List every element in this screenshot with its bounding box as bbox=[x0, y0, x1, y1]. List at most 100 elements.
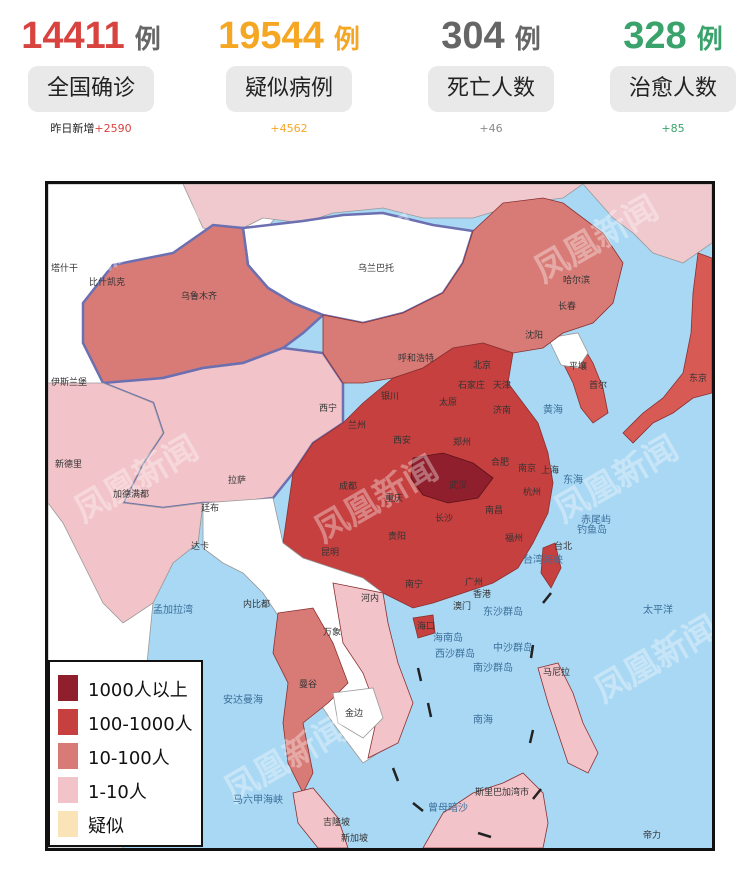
vietnam bbox=[332, 582, 414, 759]
deaths-number: 304 bbox=[441, 15, 505, 57]
city-label: 内比都 bbox=[243, 598, 270, 610]
legend-swatch bbox=[58, 811, 78, 837]
legend-label: 10-100人 bbox=[88, 748, 170, 769]
stat-card-confirmed: 14411 例 全国确诊 昨日新增+2590 bbox=[16, 14, 166, 136]
city-label: 太原 bbox=[439, 396, 457, 408]
thailand bbox=[272, 607, 349, 794]
legend-swatch bbox=[58, 743, 78, 769]
stat-card-deaths: 304 例 死亡人数 +46 bbox=[416, 14, 566, 136]
hubei-province[interactable] bbox=[410, 452, 494, 504]
city-label: 香港 bbox=[473, 588, 491, 600]
stat-card-suspected: 19544 例 疑似病例 +4562 bbox=[214, 14, 364, 136]
foreign-land-far-east bbox=[582, 184, 712, 264]
city-label: 万象 bbox=[323, 626, 341, 638]
deaths-unit: 例 bbox=[514, 25, 541, 55]
city-label: 加德满都 bbox=[113, 488, 149, 500]
legend-label: 疑似 bbox=[88, 816, 124, 837]
city-label: 帝力 bbox=[643, 829, 661, 841]
city-label: 斯里巴加湾市 bbox=[475, 786, 529, 798]
suspected-sub-value: +4562 bbox=[270, 122, 308, 135]
sea-label: 曾母暗沙 bbox=[428, 801, 468, 814]
sea-label: 黄海 bbox=[543, 403, 563, 416]
city-label: 西安 bbox=[393, 434, 411, 446]
city-label: 郑州 bbox=[453, 436, 471, 448]
city-label: 乌鲁木齐 bbox=[181, 290, 217, 302]
city-label: 首尔 bbox=[589, 379, 607, 391]
japan bbox=[622, 252, 712, 444]
sea-label: 马六甲海峡 bbox=[233, 793, 283, 806]
sea-label: 南沙群岛 bbox=[473, 661, 513, 674]
city-label: 比什凯克 bbox=[89, 276, 125, 288]
confirmed-sub-value: +2590 bbox=[94, 122, 132, 135]
nine-dash-line bbox=[391, 592, 552, 839]
city-label: 北京 bbox=[473, 359, 491, 371]
sea-label: 安达曼海 bbox=[223, 693, 263, 706]
city-label: 吉隆坡 bbox=[323, 816, 350, 828]
city-label: 台北 bbox=[554, 540, 572, 552]
north-korea bbox=[547, 332, 589, 369]
city-label: 平壤 bbox=[569, 360, 587, 372]
city-label: 廷布 bbox=[201, 502, 219, 514]
legend-label: 1-10人 bbox=[88, 782, 147, 803]
city-label: 海口 bbox=[417, 620, 435, 632]
china-north bbox=[322, 197, 624, 384]
city-label: 重庆 bbox=[385, 492, 403, 504]
city-label: 金边 bbox=[345, 707, 363, 719]
sea-label: 太平洋 bbox=[643, 603, 673, 616]
stat-card-recovered: 328 例 治愈人数 +85 bbox=[598, 14, 748, 136]
legend-swatch bbox=[58, 709, 78, 735]
city-label: 河内 bbox=[361, 592, 379, 604]
city-label: 达卡 bbox=[191, 540, 209, 552]
city-label: 兰州 bbox=[348, 419, 366, 431]
confirmed-button[interactable]: 全国确诊 bbox=[28, 66, 154, 112]
sea-label: 西沙群岛 bbox=[435, 647, 475, 660]
city-label: 南京 bbox=[518, 462, 536, 474]
cambodia bbox=[332, 687, 384, 739]
legend-label: 100-1000人 bbox=[88, 714, 193, 735]
city-label: 新加坡 bbox=[341, 832, 368, 844]
sea-label: 南海 bbox=[473, 713, 493, 726]
city-label: 乌兰巴托 bbox=[358, 262, 394, 274]
recovered-number: 328 bbox=[623, 15, 687, 57]
city-label: 武汉 bbox=[449, 479, 467, 491]
city-label: 昆明 bbox=[321, 547, 339, 558]
confirmed-sub-prefix: 昨日新增 bbox=[50, 122, 95, 135]
city-label: 天津 bbox=[493, 380, 511, 391]
city-label: 沈阳 bbox=[525, 329, 543, 341]
legend-label: 1000人以上 bbox=[88, 680, 188, 701]
taiwan bbox=[540, 542, 562, 589]
city-label: 长沙 bbox=[435, 512, 453, 524]
confirmed-unit: 例 bbox=[134, 25, 161, 55]
city-label: 塔什干 bbox=[51, 262, 78, 274]
city-label: 上海 bbox=[541, 464, 559, 476]
sea-label: 东沙群岛 bbox=[483, 605, 523, 618]
confirmed-number: 14411 bbox=[21, 15, 125, 57]
city-label: 杭州 bbox=[523, 486, 541, 498]
hainan bbox=[412, 614, 436, 639]
city-label: 福州 bbox=[505, 532, 523, 544]
deaths-button[interactable]: 死亡人数 bbox=[428, 66, 554, 112]
sea-label: 东海 bbox=[563, 473, 583, 486]
suspected-unit: 例 bbox=[333, 25, 360, 55]
borneo bbox=[422, 772, 549, 848]
sea-label: 赤尾屿 bbox=[581, 514, 611, 526]
city-label: 新德里 bbox=[55, 458, 82, 470]
city-label: 哈尔滨 bbox=[563, 274, 590, 286]
malaysia bbox=[292, 787, 349, 848]
philippines bbox=[537, 662, 599, 774]
city-label: 石家庄 bbox=[458, 379, 485, 391]
city-label: 拉萨 bbox=[228, 474, 246, 486]
legend-swatch bbox=[58, 777, 78, 803]
deaths-sub-value: +46 bbox=[479, 122, 503, 135]
city-label: 南宁 bbox=[405, 578, 423, 590]
suspected-button[interactable]: 疑似病例 bbox=[226, 66, 352, 112]
city-label: 济南 bbox=[493, 404, 511, 416]
recovered-unit: 例 bbox=[696, 25, 723, 55]
legend-swatch bbox=[58, 675, 78, 701]
sea-label: 中沙群岛 bbox=[493, 641, 533, 654]
sea-label: 钓鱼岛 bbox=[577, 523, 607, 536]
india bbox=[48, 382, 204, 624]
city-label: 贵阳 bbox=[388, 530, 406, 542]
recovered-button[interactable]: 治愈人数 bbox=[610, 66, 736, 112]
city-label: 伊斯兰堡 bbox=[51, 376, 87, 388]
